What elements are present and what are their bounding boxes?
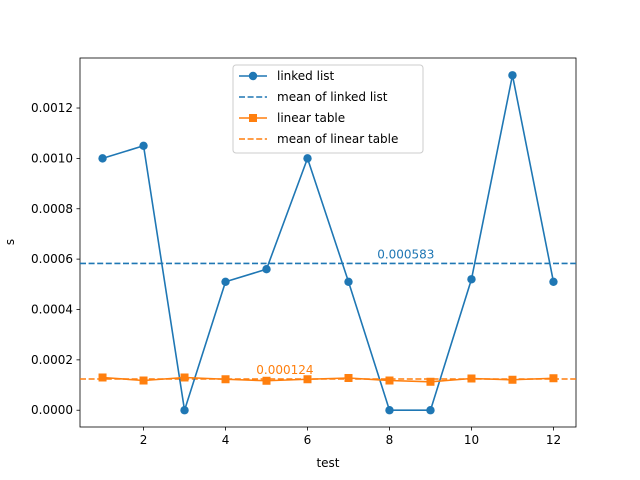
legend-label: linked list [277,69,335,83]
data-point-square [467,374,476,383]
data-point-square [385,376,394,385]
y-tick-label: 0.0012 [31,101,73,115]
data-point-circle [426,406,435,415]
x-tick-label: 10 [464,433,479,447]
x-tick-label: 6 [304,433,312,447]
legend-box [232,64,424,154]
series-line [102,74,555,412]
mean-value-label: 0.000124 [256,363,313,377]
mean-value-label: 0.000583 [377,247,434,261]
data-point-square [344,373,353,382]
data-series [98,71,558,415]
data-point-circle [98,154,107,163]
y-tick-label: 0.0002 [31,353,73,367]
data-point-circle [180,406,189,415]
y-axis-label: s [3,239,17,245]
data-point-circle [508,71,517,80]
series-line [102,376,554,383]
data-point-circle [467,275,476,284]
data-point-circle [303,154,312,163]
x-tick-label: 2 [140,433,148,447]
x-axis-label: test [316,456,339,470]
data-point-square [221,375,230,384]
data-point-square [262,376,271,385]
data-point-square [303,375,312,384]
plot-frame [79,57,577,428]
data-point-square [180,373,189,382]
data-point-circle [262,264,271,274]
mean-annotations: 0.000583 0.000124 [256,247,434,377]
legend-marker-square [249,114,257,122]
x-tick-label: 4 [222,433,230,447]
legend-label: linear table [277,111,345,125]
data-point-square [426,377,435,386]
data-point-square [508,375,517,384]
data-point-square [139,376,148,385]
y-tick-label: 0.0004 [31,302,73,316]
x-tick-label: 8 [386,433,394,447]
legend-label: mean of linear table [277,132,398,146]
legend-marker-circle [248,71,258,81]
data-point-square [98,373,107,382]
y-tick-label: 0.0010 [31,151,73,165]
legend-label: mean of linked list [277,90,388,104]
data-point-square [549,374,558,383]
y-tick-label: 0.0000 [31,403,73,417]
axes-area [79,57,577,428]
data-point-circle [139,141,148,150]
y-tick-label: 0.0006 [31,252,73,266]
y-tick-label: 0.0008 [31,202,73,216]
data-point-circle [221,277,230,286]
axis-ticks: 2 4 6 8 10 12 0.0000 0.0002 0.0004 0.0006 0.0008 0.… [31,101,561,447]
data-point-circle [344,277,353,286]
x-tick-label: 12 [546,433,561,447]
legend: linked list mean of linked list linear tab… [232,64,424,154]
data-point-circle [549,277,558,286]
data-point-circle [385,406,394,415]
